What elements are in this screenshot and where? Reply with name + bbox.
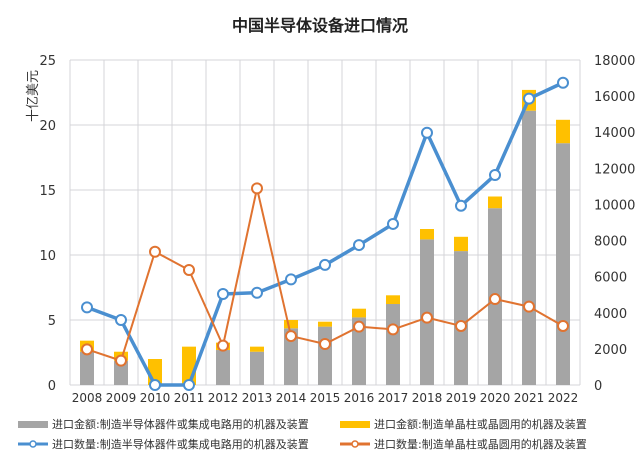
y-tick-left: 5 (48, 314, 56, 329)
bar-gray (114, 360, 128, 385)
data-point (523, 92, 535, 105)
y-tick-right: 6000 (594, 271, 627, 286)
y-tick-right: 16000 (594, 90, 635, 105)
bar-gray (556, 143, 570, 385)
x-tick: 2022 (548, 391, 579, 405)
data-point (421, 311, 433, 324)
y-axis-label-left: 十亿美元 (26, 70, 41, 122)
x-tick: 2008 (72, 391, 103, 405)
y-tick-left: 10 (39, 249, 56, 264)
y-tick-right: 2000 (594, 343, 627, 358)
data-point (217, 288, 229, 300)
bar-yellow (284, 320, 298, 329)
y-tick-left: 0 (48, 379, 56, 394)
y-tick-right: 10000 (594, 198, 635, 213)
data-point (217, 339, 229, 352)
data-point (489, 293, 501, 306)
x-tick: 2009 (106, 391, 137, 405)
x-tick: 2017 (378, 391, 409, 405)
legend-label: 进口数量:制造单晶柱或晶圆用的机器及装置 (374, 437, 587, 451)
y-tick-right: 4000 (594, 307, 627, 322)
x-tick: 2016 (344, 391, 375, 405)
legend-bar-swatch (340, 421, 370, 428)
y-tick-left: 15 (39, 184, 56, 199)
data-point (455, 199, 467, 212)
data-point (455, 319, 467, 332)
x-tick: 2010 (140, 391, 171, 405)
bar-gray (284, 328, 298, 385)
bar-yellow (420, 229, 434, 240)
legend-marker (29, 440, 37, 448)
data-point (387, 323, 399, 336)
y-tick-right: 12000 (594, 162, 635, 177)
y-tick-left: 20 (39, 119, 56, 134)
data-point (251, 286, 263, 299)
data-point (387, 217, 399, 230)
bar-gray (318, 326, 332, 385)
y-tick-right: 18000 (594, 54, 635, 69)
x-tick: 2020 (480, 391, 511, 405)
data-point (421, 126, 433, 139)
bar-yellow (352, 308, 366, 318)
data-point (557, 76, 569, 89)
x-tick: 2013 (242, 391, 273, 405)
data-point (319, 258, 331, 271)
ticks: 0 5 10 15 20 25 0 2000 4000 6000 8000 10000 12000 140… (39, 54, 635, 405)
data-point (183, 263, 195, 276)
bar-yellow (250, 346, 264, 352)
data-point (353, 239, 365, 252)
bar-yellow (318, 321, 332, 327)
gridlines (69, 59, 581, 386)
bar-gray (216, 350, 230, 385)
bar-yellow (488, 196, 502, 209)
data-point (81, 301, 93, 314)
legend-label: 进口金额:制造半导体器件或集成电路用的机器及装置 (52, 417, 309, 431)
bar-gray (352, 317, 366, 385)
data-point (353, 320, 365, 333)
legend-marker (351, 440, 359, 448)
legend: 进口金额:制造半导体器件或集成电路用的机器及装置 进口金额:制造单晶柱或晶圆用的机… (18, 417, 587, 451)
data-point (489, 169, 501, 182)
data-point (285, 273, 297, 286)
data-point (115, 314, 127, 326)
bar-yellow (386, 295, 400, 305)
x-tick: 2014 (276, 391, 307, 405)
data-point (319, 338, 331, 351)
data-point (557, 319, 569, 332)
data-point (285, 330, 297, 343)
data-point (149, 245, 161, 258)
bar-yellow (556, 119, 570, 144)
data-point (81, 343, 93, 356)
bar-gray (386, 304, 400, 385)
y-tick-right: 14000 (594, 126, 635, 141)
legend-label: 进口金额:制造单晶柱或晶圆用的机器及装置 (374, 417, 587, 431)
data-point (149, 379, 161, 391)
x-tick: 2018 (412, 391, 443, 405)
bar-gray (250, 351, 264, 385)
x-tick: 2011 (174, 391, 205, 405)
x-tick: 2012 (208, 391, 239, 405)
data-point (183, 379, 195, 391)
bar-yellow (454, 236, 468, 252)
x-tick: 2019 (446, 391, 477, 405)
data-point (251, 182, 263, 195)
bar-gray (522, 110, 536, 385)
data-point (115, 354, 127, 367)
y-tick-right: 8000 (594, 235, 627, 250)
chart-title: 中国半导体设备进口情况 (232, 16, 408, 35)
y-tick-left: 25 (39, 54, 56, 69)
data-point (523, 300, 535, 313)
legend-bar-swatch (18, 421, 48, 428)
x-tick: 2015 (310, 391, 341, 405)
bar-gray (80, 351, 94, 385)
bar-gray (454, 251, 468, 385)
y-tick-right: 0 (594, 379, 602, 394)
legend-label: 进口数量:制造半导体器件或集成电路用的机器及装置 (52, 437, 309, 451)
x-tick: 2021 (514, 391, 545, 405)
lines (81, 76, 569, 391)
